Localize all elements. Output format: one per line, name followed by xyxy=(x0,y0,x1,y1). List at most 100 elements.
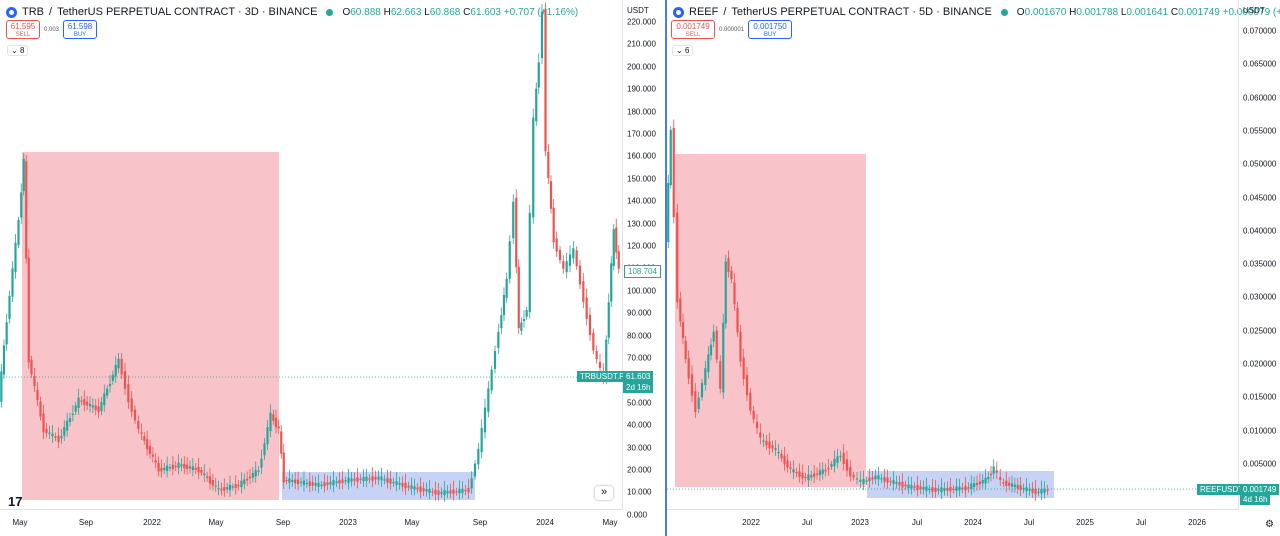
trb-currency-label[interactable]: USDT xyxy=(627,6,649,15)
candle-body xyxy=(461,488,464,493)
reef-title[interactable]: TetherUS PERPETUAL CONTRACT · 5D · BINAN… xyxy=(731,6,992,18)
candle-body xyxy=(801,472,804,479)
candle-body xyxy=(285,479,288,482)
candle-body xyxy=(889,481,892,483)
candle-body xyxy=(565,261,568,273)
candle-body xyxy=(74,405,77,412)
candle-body xyxy=(365,476,368,482)
candle-body xyxy=(272,414,275,421)
candle-body xyxy=(877,475,880,480)
price-tick-label: 0.010000 xyxy=(1243,426,1277,436)
time-tick-label: May xyxy=(602,518,618,527)
candle-body xyxy=(592,332,595,351)
candle-body xyxy=(368,478,371,480)
candle-body xyxy=(617,251,620,269)
candle-body xyxy=(907,484,910,489)
price-tick-label: 180.000 xyxy=(627,107,656,117)
trb-price-axis[interactable]: USDT 220.000 210.000 200.000 190.000 180.000… xyxy=(622,0,665,519)
candle-body xyxy=(895,481,898,484)
price-tick-label: 100.000 xyxy=(627,286,656,296)
reef-chart-pane[interactable]: REEF / TetherUS PERPETUAL CONTRACT · 5D … xyxy=(667,0,1280,536)
candle-body xyxy=(783,455,786,465)
price-tick-label: 20.000 xyxy=(627,465,652,475)
candle-body xyxy=(967,487,970,489)
price-tick-label: 0.035000 xyxy=(1243,259,1277,269)
candle-body xyxy=(898,481,901,486)
settings-gear-icon[interactable]: ⚙ xyxy=(1265,519,1274,530)
candle-body xyxy=(22,158,25,192)
time-tick-label: Sep xyxy=(472,518,488,527)
candle-body xyxy=(1019,485,1022,491)
candle-body xyxy=(871,477,874,480)
trb-symbol-tag: TRBUSDT.P xyxy=(577,371,628,382)
reef-sell-button[interactable]: 0.001749 SELL xyxy=(671,20,715,39)
candle-body xyxy=(317,482,320,487)
trb-sell-button[interactable]: 61.595 SELL xyxy=(6,20,40,39)
candle-body xyxy=(595,350,598,360)
candle-body xyxy=(928,488,931,491)
candle-body xyxy=(362,477,365,482)
candle-body xyxy=(724,261,727,324)
candle-body xyxy=(425,489,428,492)
candle-body xyxy=(910,484,913,489)
candle-body xyxy=(610,263,613,302)
reef-current-price-tag: 0.001749 xyxy=(1240,484,1280,495)
trb-title[interactable]: TetherUS PERPETUAL CONTRACT · 3D · BINAN… xyxy=(57,6,318,18)
candle-body xyxy=(68,418,72,422)
time-tick-label: May xyxy=(404,518,420,527)
trb-time-axis[interactable]: May Sep 2022 May Sep 2023 May Sep 2024 May xyxy=(0,509,622,536)
candle-body xyxy=(477,448,480,465)
candle-body xyxy=(585,297,588,320)
scroll-to-realtime-button[interactable]: » xyxy=(595,486,613,500)
candle-body xyxy=(237,484,240,487)
reef-currency-label[interactable]: USDT xyxy=(1243,6,1265,15)
candle-body xyxy=(517,266,520,329)
candle-body xyxy=(0,371,3,402)
tradingview-logo[interactable]: 17 xyxy=(8,494,23,509)
candle-body xyxy=(827,467,830,470)
price-tick-label: 170.000 xyxy=(627,129,656,139)
candle-body xyxy=(845,459,849,471)
candle-body xyxy=(197,466,200,473)
trb-chart-pane[interactable]: TRB / TetherUS PERPETUAL CONTRACT · 3D ·… xyxy=(0,0,665,536)
reef-symbol-tag: REEFUSDT.P xyxy=(1197,484,1253,495)
candle-body xyxy=(1016,484,1019,489)
candle-body xyxy=(522,319,526,321)
price-tick-label: 0.070000 xyxy=(1243,26,1277,36)
reef-time-axis[interactable]: 2022 Jul 2023 Jul 2024 Jul 2025 Jul 2026 xyxy=(667,509,1238,536)
trb-indicators-toggle[interactable]: ⌄ 8 xyxy=(7,45,29,56)
price-tick-label: 200.000 xyxy=(627,62,656,72)
candle-body xyxy=(231,486,234,488)
candle-body xyxy=(329,481,332,485)
candle-body xyxy=(311,482,314,486)
pane-divider[interactable] xyxy=(665,0,667,536)
candle-body xyxy=(582,281,585,303)
candle-body xyxy=(520,322,523,331)
reef-candlestick-chart[interactable] xyxy=(667,0,1280,536)
candle-body xyxy=(71,413,74,415)
candle-body xyxy=(958,486,961,491)
candle-body xyxy=(446,490,449,494)
reef-ohlc: O0.001670 H0.001788 L0.001641 C0.001749 … xyxy=(1016,6,1280,18)
trb-symbol[interactable]: TRB xyxy=(22,6,44,18)
time-tick-label: Jul xyxy=(1023,518,1035,527)
candle-body xyxy=(765,440,768,446)
reef-indicators-toggle[interactable]: ⌄ 6 xyxy=(672,45,694,56)
price-tick-label: 90.000 xyxy=(627,308,652,318)
candle-body xyxy=(383,479,386,481)
reef-buy-button[interactable]: 0.001750 BUY xyxy=(748,20,793,39)
price-tick-label: 190.000 xyxy=(627,84,656,94)
candle-body xyxy=(431,491,434,493)
reef-symbol[interactable]: REEF xyxy=(689,6,719,18)
trb-buy-button[interactable]: 61.598 BUY xyxy=(63,20,98,39)
candle-body xyxy=(30,359,33,375)
candle-body xyxy=(371,476,374,481)
candle-body xyxy=(970,483,973,489)
reef-price-axis[interactable]: USDT 0.070000 0.065000 0.060000 0.055000 0.0… xyxy=(1238,0,1280,510)
trb-candlestick-chart[interactable] xyxy=(0,0,665,536)
candle-body xyxy=(715,330,718,360)
candle-body xyxy=(133,409,137,421)
candle-body xyxy=(386,477,389,483)
price-tick-label: 30.000 xyxy=(627,443,652,453)
candle-body xyxy=(810,475,813,478)
